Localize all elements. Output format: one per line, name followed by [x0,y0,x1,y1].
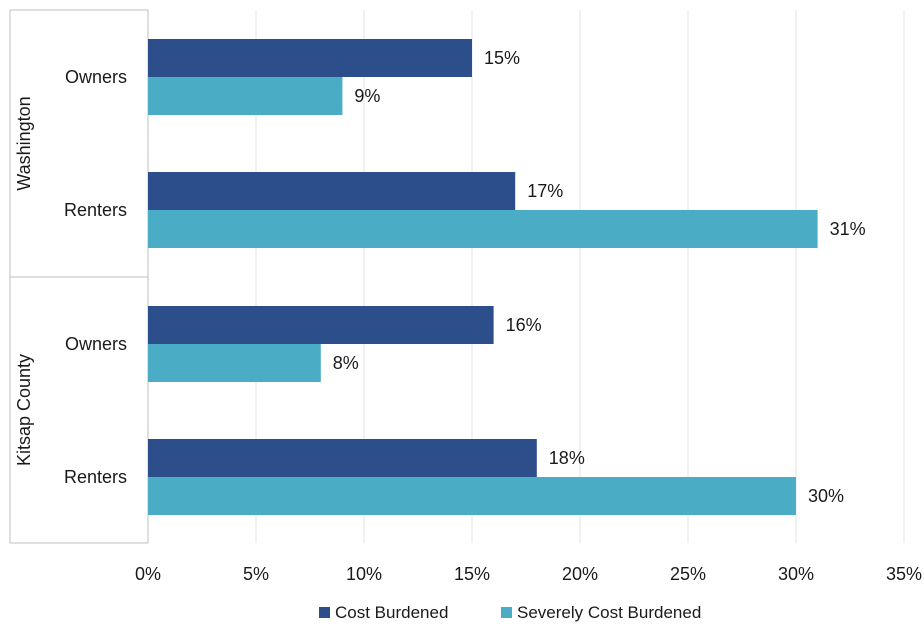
x-tick-label: 30% [778,564,814,584]
gridlines [255,10,905,543]
bar-severely-cost-burdened [148,344,321,382]
data-label: 18% [549,448,585,468]
x-tick-label: 0% [135,564,161,584]
data-labels: 15% 9% 17% 31% 16% 8% 18% 30% [333,48,866,506]
category-label: Owners [65,67,127,87]
data-label: 31% [830,219,866,239]
x-axis-ticks: 0% 5% 10% 15% 20% 25% 30% 35% [135,564,922,584]
x-tick-label: 10% [346,564,382,584]
data-label: 15% [484,48,520,68]
legend: Cost Burdened Severely Cost Burdened [319,603,701,622]
category-label: Renters [64,200,127,220]
x-tick-label: 5% [243,564,269,584]
category-labels: Washington Owners Renters Kitsap County Owne… [14,67,127,487]
x-tick-label: 15% [454,564,490,584]
legend-swatch-cost-burdened [319,607,330,618]
bar-cost-burdened [148,439,537,477]
x-tick-label: 20% [562,564,598,584]
legend-label: Cost Burdened [335,603,448,622]
x-tick-label: 35% [886,564,922,584]
bar-cost-burdened [148,306,494,344]
data-label: 8% [333,353,359,373]
data-label: 16% [506,315,542,335]
group-label: Washington [14,96,34,190]
bar-severely-cost-burdened [148,210,818,248]
legend-label: Severely Cost Burdened [517,603,701,622]
bars [148,39,818,515]
data-label: 9% [354,86,380,106]
category-label: Owners [65,334,127,354]
group-label: Kitsap County [14,354,34,466]
legend-swatch-severely-cost-burdened [501,607,512,618]
bar-cost-burdened [148,172,516,210]
data-label: 30% [808,486,844,506]
category-label: Renters [64,467,127,487]
bar-severely-cost-burdened [148,77,343,115]
x-tick-label: 25% [670,564,706,584]
bar-severely-cost-burdened [148,477,796,515]
data-label: 17% [527,181,563,201]
bar-cost-burdened [148,39,472,77]
